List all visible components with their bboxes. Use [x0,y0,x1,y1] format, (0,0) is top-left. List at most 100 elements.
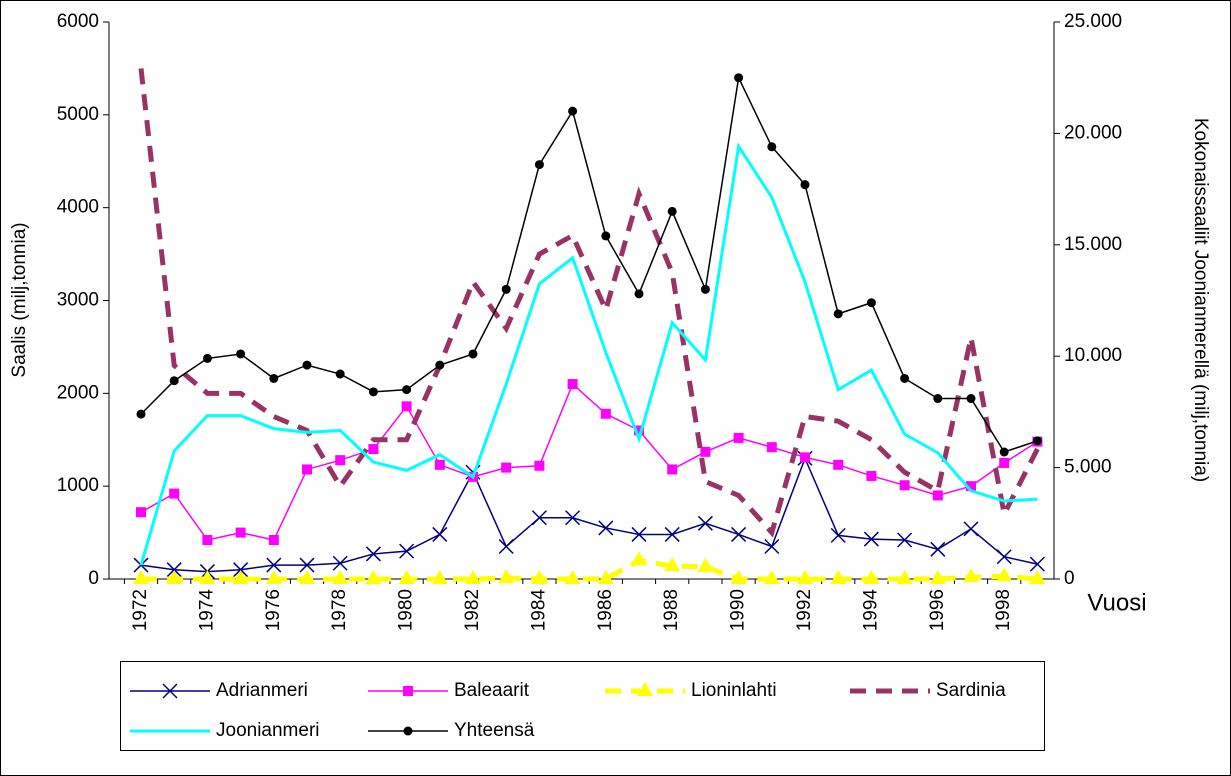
data-point [966,481,976,492]
x-tick-label: 1988 [661,589,682,631]
x-tick-label: 1978 [329,589,350,631]
series-line [141,557,1038,582]
data-point [667,206,677,216]
data-point [999,457,1010,468]
data-point [631,551,647,566]
data-point [1032,436,1042,446]
data-point [863,570,880,584]
legend-label: Joonianmeri [216,720,320,741]
data-point [730,570,747,584]
data-point [534,460,545,471]
data-point [266,557,282,573]
data-point [1029,570,1046,584]
data-point [567,379,578,390]
data-point [501,284,511,294]
y-tick-label: 0 [88,568,99,589]
data-point [764,538,780,555]
data-point [465,570,481,584]
data-point [963,521,979,537]
series-line [138,68,1040,538]
data-point [896,570,913,584]
data-point [664,526,680,542]
data-point [202,353,212,363]
data-point [299,557,315,573]
data-point [932,490,943,501]
y-tick-label: 3000 [57,290,99,311]
data-point [136,409,146,419]
data-point [700,446,711,457]
series-line [140,75,1038,453]
data-point [498,538,514,555]
data-point [199,570,216,584]
data-point [634,289,644,299]
y-tick-label: 2000 [57,382,99,403]
data-point [667,464,678,475]
data-point [235,527,246,538]
data-point [434,459,445,470]
legend-label: Baleaarit [454,680,530,701]
data-point [996,567,1013,582]
legend-marker [162,683,178,699]
data-point [601,231,611,241]
x-tick-label: 1980 [396,589,417,631]
data-point [930,541,946,557]
data-point [335,455,346,466]
data-point [236,349,246,359]
data-point [501,462,512,473]
legend-label: Sardinia [936,680,1006,701]
data-point [830,570,847,584]
data-point [202,535,213,546]
data-point [697,515,713,531]
x-tick-label: 1998 [993,589,1014,631]
data-point [966,394,976,404]
data-point [866,298,876,308]
data-point [733,432,744,443]
data-point [399,543,415,559]
data-point [402,385,412,395]
data-point [830,527,846,543]
data-point [531,510,547,526]
data-point [531,570,548,584]
data-point [335,369,345,379]
y2-tick-label: 25.000 [1064,11,1122,32]
data-point [929,570,946,584]
data-point [365,570,382,584]
data-point [365,546,381,562]
y2-tick-label: 20.000 [1064,122,1122,143]
data-point [800,180,810,190]
data-point [600,408,611,419]
legend-box [120,661,1045,751]
data-point [368,444,379,455]
x-axis-title: Vuosi [1087,589,1146,616]
data-point [565,510,581,526]
data-point [897,532,913,548]
x-tick-label: 1994 [860,589,881,632]
data-point [568,106,578,116]
data-point [863,531,879,547]
x-tick-label: 1972 [130,589,151,631]
legend-marker [403,726,413,736]
data-point [265,570,282,584]
data-point [800,452,810,463]
y2-tick-label: 10.000 [1064,345,1122,366]
y2-tick-label: 0 [1064,568,1075,589]
series-line [140,456,1038,573]
data-point [368,387,378,397]
x-tick-label: 1990 [728,589,749,631]
data-point [933,394,943,404]
data-point [999,447,1009,457]
data-point [166,570,183,584]
data-point [166,562,182,578]
data-point [133,570,149,584]
x-tick-label: 1996 [927,589,948,631]
x-tick-label: 1986 [595,589,616,631]
data-point [431,570,448,584]
data-point [900,373,910,383]
series-line [140,382,1038,541]
data-point [302,464,312,475]
y-tick-label: 5000 [57,104,99,125]
data-point [833,459,844,470]
legend-label: Yhteensä [454,720,535,741]
